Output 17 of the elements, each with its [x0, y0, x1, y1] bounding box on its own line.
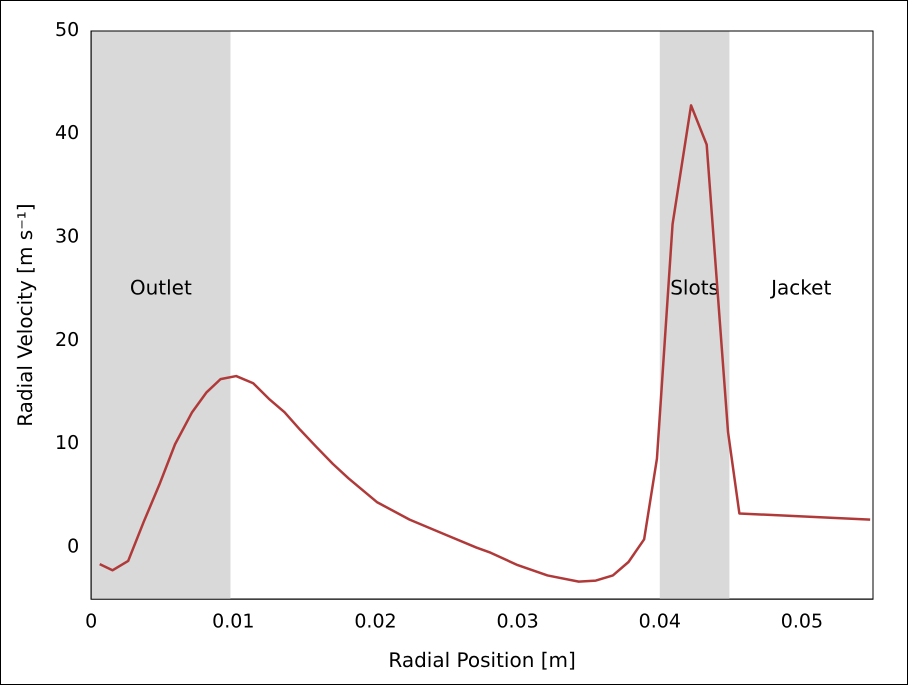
band-label: Outlet — [130, 275, 192, 300]
y-tick-label: 10 — [54, 432, 80, 454]
x-axis-title: Radial Position [m] — [388, 648, 576, 672]
y-tick-label: 40 — [54, 122, 80, 144]
y-tick-label: 0 — [67, 535, 80, 558]
y-axis-title: Radial Velocity [m s⁻¹] — [13, 203, 38, 427]
x-tick-label: 0.03 — [496, 610, 539, 633]
x-tick-label: 0.04 — [638, 610, 681, 633]
x-tick-label: 0.05 — [780, 610, 824, 633]
y-tick-label: 30 — [54, 226, 80, 248]
band-label: Slots — [670, 275, 719, 300]
y-tick-label: 50 — [54, 18, 80, 41]
x-tick-label: 0 — [85, 610, 98, 633]
annotation: Jacket — [769, 275, 832, 300]
y-tick-label: 20 — [54, 328, 80, 351]
x-tick-label: 0.01 — [212, 610, 254, 633]
x-tick-label: 0.02 — [354, 610, 397, 633]
